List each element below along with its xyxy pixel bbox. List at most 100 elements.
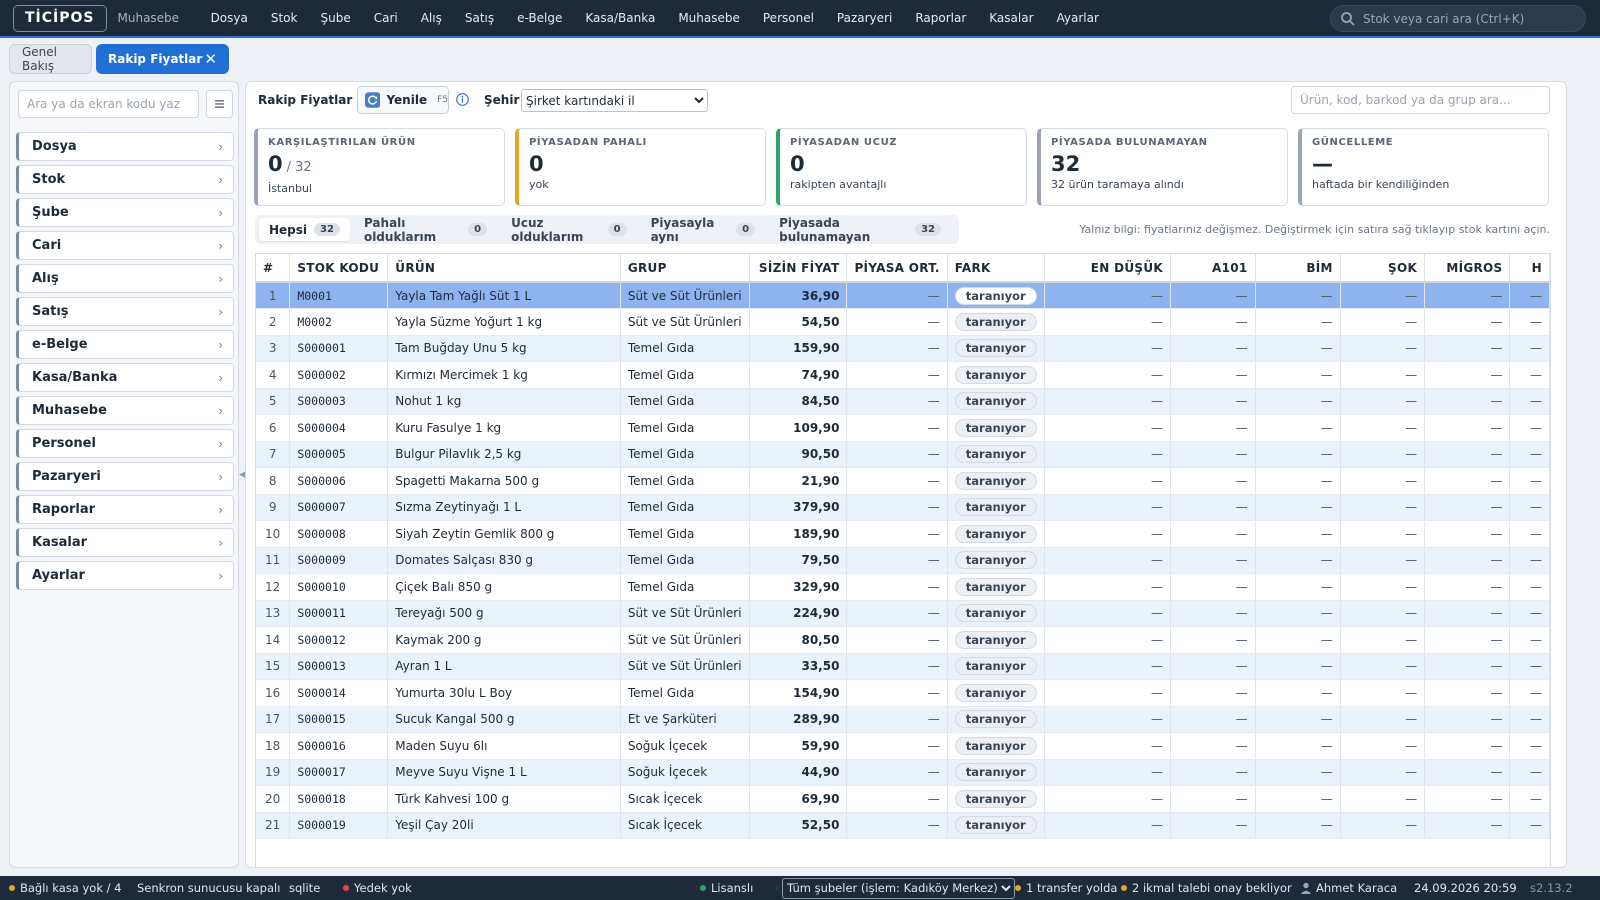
- column-header-grup[interactable]: GRUP: [620, 254, 750, 283]
- table-row[interactable]: 4 S000002 Kırmızı Mercimek 1 kg Temel Gıda 7…: [256, 361, 1550, 389]
- your-price: 329,90: [749, 573, 848, 601]
- close-icon[interactable]: ✕: [204, 49, 217, 68]
- table-row[interactable]: 10 S000008 Siyah Zeytin Gemlik 800 g Temel …: [256, 520, 1550, 548]
- filter-tab-hepsi[interactable]: Hepsi 32: [259, 218, 350, 241]
- menu-item-ayarlar[interactable]: Ayarlar: [1056, 11, 1099, 25]
- table-row[interactable]: 8 S000006 Spagetti Makarna 500 g Temel Gıda…: [256, 467, 1550, 495]
- transfer-status[interactable]: 1 transfer yolda: [1015, 881, 1121, 895]
- table-row[interactable]: 9 S000007 Sızma Zeytinyağı 1 L Temel Gıda 37…: [256, 494, 1550, 521]
- table-row[interactable]: 2 M0002 Yayla Süzme Yoğurt 1 kg Süt ve Süt …: [256, 308, 1550, 336]
- sidebar-item-pazaryeri[interactable]: Pazaryeri ›: [16, 462, 234, 491]
- table-row[interactable]: 14 S000012 Kaymak 200 g Süt ve Süt Ürünleri…: [256, 626, 1550, 654]
- column-header-urun[interactable]: ÜRÜN: [387, 254, 621, 283]
- sidebar-item-personel[interactable]: Personel ›: [16, 429, 234, 458]
- sidebar-item-kasalar[interactable]: Kasalar ›: [16, 528, 234, 557]
- menu-item-dosya[interactable]: Dosya: [210, 11, 248, 25]
- menu-item-kasalar[interactable]: Kasalar: [989, 11, 1034, 25]
- sidebar-item-dosya[interactable]: Dosya ›: [16, 132, 234, 161]
- branch-select[interactable]: Tüm şubeler (işlem: Kadıköy Merkez): [782, 877, 1015, 899]
- table-row[interactable]: 12 S000010 Çiçek Balı 850 g Temel Gıda 329,9…: [256, 573, 1550, 601]
- product-group: Soğuk İçecek: [620, 759, 750, 786]
- column-header-a101[interactable]: A101: [1170, 254, 1256, 283]
- table-row[interactable]: 19 S000017 Meyve Suyu Vişne 1 L Soğuk İçece…: [256, 759, 1550, 786]
- scanning-badge: taranıyor: [954, 286, 1037, 305]
- sidebar-item-kasa-banka[interactable]: Kasa/Banka ›: [16, 363, 234, 392]
- menu-item-cari[interactable]: Cari: [373, 11, 398, 25]
- collapse-left-icon[interactable]: ◀: [239, 470, 246, 480]
- column-header-h[interactable]: H: [1509, 254, 1550, 283]
- h-price: —: [1509, 706, 1550, 733]
- table-row[interactable]: 15 S000013 Ayran 1 L Süt ve Süt Ürünleri 33,…: [256, 653, 1550, 680]
- sidebar-menu-button[interactable]: [206, 90, 233, 118]
- main-menu: Dosya Stok Şube Cari Alış Satış e-Belge Kasa/Ba…: [199, 11, 1110, 25]
- city-select[interactable]: Şirket kartındaki il: [521, 89, 708, 112]
- menu-item-e-belge[interactable]: e-Belge: [517, 11, 563, 25]
- row-number: 4: [256, 361, 291, 389]
- table-row[interactable]: 11 S000009 Domates Salçası 830 g Temel Gıda…: [256, 547, 1550, 574]
- table-row[interactable]: 1 M0001 Yayla Tam Yağlı Süt 1 L Süt ve Süt …: [256, 282, 1550, 309]
- global-search[interactable]: Stok veya cari ara (Ctrl+K): [1330, 5, 1586, 32]
- product-search-input[interactable]: [1291, 86, 1550, 114]
- sidebar-search-input[interactable]: [18, 90, 199, 118]
- column-header-en-dusuk[interactable]: EN DÜŞÜK: [1044, 254, 1172, 283]
- a101-price: —: [1170, 388, 1256, 415]
- column-header-index[interactable]: #: [256, 254, 291, 283]
- menu-item-sube[interactable]: Şube: [320, 11, 351, 25]
- sidebar-item-alis[interactable]: Alış ›: [16, 264, 234, 293]
- market-average: —: [846, 547, 948, 574]
- sidebar-item-raporlar[interactable]: Raporlar ›: [16, 495, 234, 524]
- filter-tab-piyasayla-ayni[interactable]: Piyasayla aynı 0: [641, 216, 766, 244]
- chevron-right-icon: ›: [218, 337, 223, 352]
- table-row[interactable]: 20 S000018 Türk Kahvesi 100 g Sıcak İçecek 6…: [256, 785, 1550, 813]
- row-number: 15: [256, 653, 291, 680]
- refresh-button[interactable]: Yenile F5: [357, 86, 449, 114]
- table-row[interactable]: 21 S000019 Yeşil Çay 20li Sıcak İçecek 52,50…: [256, 812, 1550, 839]
- column-header-si-zi-n-fi-yat[interactable]: SİZİN FİYAT: [749, 254, 848, 283]
- table-row[interactable]: 3 S000001 Tam Buğday Unu 5 kg Temel Gıda 159…: [256, 335, 1550, 362]
- product-group: Temel Gıda: [620, 441, 750, 468]
- column-header-bi-m[interactable]: BİM: [1255, 254, 1341, 283]
- tab-genel-bakis[interactable]: Genel Bakış: [9, 44, 92, 74]
- table-row[interactable]: 6 S000004 Kuru Fasulye 1 kg Temel Gıda 109,9…: [256, 414, 1550, 442]
- filter-tab-label: Ucuz olduklarım: [511, 215, 584, 244]
- info-icon[interactable]: [456, 93, 469, 106]
- sidebar-item-muhasebe[interactable]: Muhasebe ›: [16, 396, 234, 425]
- menu-item-pazaryeri[interactable]: Pazaryeri: [836, 11, 893, 25]
- sidebar-item-cari[interactable]: Cari ›: [16, 231, 234, 260]
- table-row[interactable]: 5 S000003 Nohut 1 kg Temel Gıda 84,50— taranı…: [256, 388, 1550, 415]
- menu-item-personel[interactable]: Personel: [762, 11, 814, 25]
- sidebar-item-sube[interactable]: Şube ›: [16, 198, 234, 227]
- app-logo[interactable]: TİCİPOS: [13, 4, 107, 32]
- sidebar-item-ayarlar[interactable]: Ayarlar ›: [16, 561, 234, 590]
- menu-item-raporlar[interactable]: Raporlar: [915, 11, 967, 25]
- sok-price: —: [1340, 626, 1426, 654]
- menu-item-alis[interactable]: Alış: [420, 11, 442, 25]
- market-average: —: [846, 441, 948, 468]
- column-header-pi-yasa-ort[interactable]: PİYASA ORT.: [846, 254, 948, 283]
- table-row[interactable]: 17 S000015 Sucuk Kangal 500 g Et ve Şarküte…: [256, 706, 1550, 733]
- table-row[interactable]: 18 S000016 Maden Suyu 6lı Soğuk İçecek 59,90…: [256, 732, 1550, 760]
- sidebar-item-label: Pazaryeri: [32, 469, 101, 484]
- table-row[interactable]: 13 S000011 Tereyağı 500 g Süt ve Süt Ürünle…: [256, 600, 1550, 627]
- scanning-badge: taranıyor: [954, 710, 1037, 729]
- menu-item-stok[interactable]: Stok: [270, 11, 298, 25]
- menu-item-muhasebe[interactable]: Muhasebe: [678, 11, 740, 25]
- menu-item-kasa-banka[interactable]: Kasa/Banka: [585, 11, 656, 25]
- filter-tab-pahali-olduklarim[interactable]: Pahalı olduklarım 0: [354, 216, 497, 244]
- user-info[interactable]: Ahmet Karaca: [1300, 881, 1414, 895]
- sidebar-item-e-belge[interactable]: e-Belge ›: [16, 330, 234, 359]
- sidebar-item-stok[interactable]: Stok ›: [16, 165, 234, 194]
- menu-item-satis[interactable]: Satış: [464, 11, 495, 25]
- tab-rakip-fiyatlar[interactable]: Rakip Fiyatlar ✕: [96, 44, 229, 74]
- filter-tab-ucuz-olduklarim[interactable]: Ucuz olduklarım 0: [501, 215, 636, 244]
- column-header-fark[interactable]: FARK: [947, 254, 1045, 283]
- price-table-container[interactable]: # STOK KODU ÜRÜN GRUP SİZİN FİYAT PİYASA ORT.…: [255, 253, 1551, 867]
- column-header-stok-kodu[interactable]: STOK KODU: [289, 254, 389, 283]
- sidebar-item-satis[interactable]: Satış ›: [16, 297, 234, 326]
- filter-tab-piyasada-bulunamayan[interactable]: Piyasada bulunamayan 32: [769, 216, 951, 244]
- ikmal-status[interactable]: 2 ikmal talebi onay bekliyor: [1121, 881, 1300, 895]
- table-row[interactable]: 16 S000014 Yumurta 30lu L Boy Temel Gıda 154…: [256, 679, 1550, 707]
- column-header-mi-gros[interactable]: MİGROS: [1424, 254, 1511, 283]
- table-row[interactable]: 7 S000005 Bulgur Pilavlık 2,5 kg Temel Gıda…: [256, 441, 1550, 468]
- column-header-sok[interactable]: ŞOK: [1340, 254, 1426, 283]
